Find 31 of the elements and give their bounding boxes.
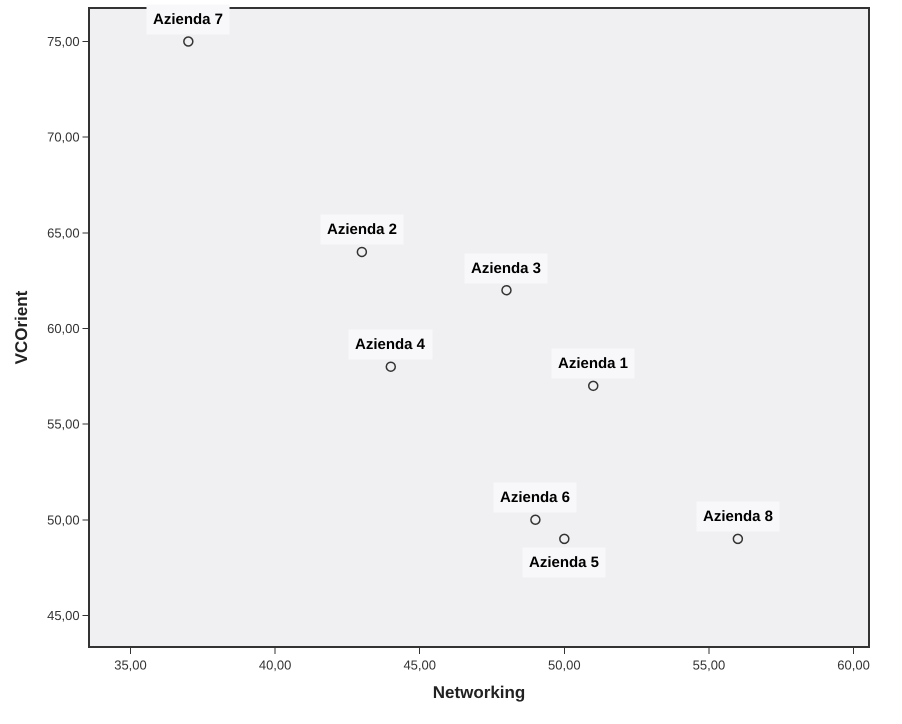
y-tick-label: 70,00 bbox=[47, 130, 80, 145]
point bbox=[183, 36, 194, 47]
annotation: Azienda 6 bbox=[500, 489, 570, 506]
x-tick-label: 35,00 bbox=[114, 657, 147, 672]
point bbox=[588, 380, 598, 392]
annotation: Azienda 7 bbox=[153, 11, 224, 28]
annotation: Azienda 4 bbox=[355, 336, 426, 353]
y-tick-label: 55,00 bbox=[47, 416, 80, 432]
point bbox=[559, 534, 570, 544]
annotation: Azienda 1 bbox=[558, 355, 628, 372]
annotation: Azienda 2 bbox=[327, 221, 398, 238]
y-tick-label: 60,00 bbox=[47, 321, 80, 336]
point bbox=[356, 246, 368, 258]
y-tick-label: 75,00 bbox=[47, 34, 80, 50]
y-tick-label: 45,00 bbox=[47, 608, 80, 623]
point bbox=[530, 514, 541, 525]
annotation: Azienda 8 bbox=[703, 508, 774, 525]
x-tick-label: 45,00 bbox=[403, 657, 436, 672]
point bbox=[501, 284, 512, 296]
x-tick-label: 40,00 bbox=[258, 657, 292, 672]
annotation: Azienda 5 bbox=[529, 554, 600, 571]
x-tick-label: 50,00 bbox=[548, 657, 581, 672]
y-tick-label: 65,00 bbox=[47, 225, 80, 240]
point bbox=[732, 534, 744, 544]
y-tick-label: 50,00 bbox=[47, 512, 80, 528]
x-tick-label: 60,00 bbox=[837, 657, 870, 672]
x-axis-title: Networking bbox=[432, 683, 526, 702]
x-tick-label: 55,00 bbox=[692, 657, 726, 672]
y-axis-title: VCOrient bbox=[12, 290, 32, 364]
annotation: Azienda 3 bbox=[471, 260, 542, 277]
point bbox=[386, 361, 396, 372]
